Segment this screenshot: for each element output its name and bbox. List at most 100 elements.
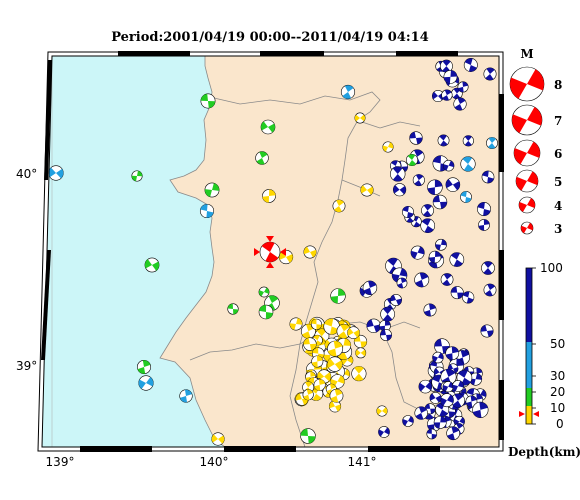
event-194 (460, 191, 472, 203)
depth-tick-20: 20 (550, 385, 565, 399)
magnitude-legend-value-8: 8 (554, 78, 562, 92)
main-event-marker[interactable] (254, 236, 286, 268)
event-129 (427, 179, 443, 195)
magnitude-legend-value-5: 5 (554, 175, 562, 189)
event-179 (332, 199, 346, 213)
event-150 (420, 218, 436, 234)
event-210 (179, 389, 193, 403)
event-28 (310, 318, 322, 330)
event-145 (462, 135, 474, 147)
event-19 (351, 366, 367, 382)
event-177 (144, 257, 160, 273)
event-208 (137, 360, 151, 374)
event-181 (303, 245, 317, 259)
event-216 (481, 170, 495, 184)
map-title: Period:2001/04/19 00:00--2011/04/19 04:1… (111, 30, 429, 45)
event-193 (432, 194, 448, 210)
magnitude-legend-ball-5 (515, 169, 539, 193)
event-196 (478, 219, 490, 231)
event-54 (347, 326, 360, 340)
main-event-pointer-2 (254, 248, 260, 256)
event-200 (390, 294, 402, 306)
main-event-depth-marker-right (533, 411, 539, 417)
event-138 (450, 286, 464, 300)
event-43 (327, 356, 343, 372)
depth-band-mid2 (526, 366, 532, 388)
event-124 (440, 393, 454, 408)
event-185 (227, 303, 239, 315)
event-198 (481, 261, 495, 275)
event-176 (48, 165, 64, 181)
event-153 (393, 183, 407, 197)
event-51 (355, 347, 367, 359)
depth-tick-0: 0 (556, 417, 564, 431)
event-218 (483, 67, 497, 81)
event-68 (302, 389, 314, 401)
depth-band-shallow (526, 406, 532, 424)
event-125 (429, 392, 442, 404)
event-209 (138, 375, 154, 391)
event-162 (443, 69, 458, 84)
event-192 (402, 206, 414, 218)
main-event-pointer-0 (266, 236, 274, 242)
event-187 (289, 317, 303, 331)
event-52 (311, 355, 324, 368)
event-161 (441, 89, 453, 101)
event-206 (340, 84, 356, 100)
event-132 (421, 204, 434, 217)
event-144 (414, 272, 430, 288)
depth-band-mid (526, 342, 532, 366)
event-163 (457, 81, 469, 93)
depth-band-deep (526, 268, 532, 342)
depth-tick-50: 50 (550, 337, 565, 351)
event-164 (366, 318, 381, 334)
event-142 (440, 273, 454, 286)
event-148 (390, 166, 406, 182)
event-217 (486, 137, 498, 149)
magnitude-legend-ball-3 (520, 221, 534, 235)
event-116 (426, 428, 438, 440)
main-event-pointer-3 (280, 248, 286, 256)
lon-tick-140: 140° (200, 455, 229, 469)
event-119 (414, 406, 428, 420)
depth-band-shallow-mid (526, 388, 532, 406)
event-215 (300, 428, 316, 444)
event-186 (258, 304, 274, 320)
magnitude-legend: M 8 7 6 5 4 3 (509, 47, 562, 236)
event-61 (313, 378, 326, 391)
magnitude-legend-ball-6 (513, 139, 541, 167)
magnitude-legend-ball-8 (509, 66, 545, 102)
depth-tick-10: 10 (550, 401, 565, 415)
event-214 (211, 432, 225, 446)
magnitude-legend-value-7: 7 (554, 114, 562, 128)
event-197 (428, 250, 442, 264)
main-event-pointer-1 (266, 262, 274, 268)
lat-tick-40: 40° (16, 167, 37, 181)
event-122 (433, 415, 447, 429)
magnitude-legend-value-4: 4 (554, 199, 562, 213)
event-202 (423, 303, 437, 317)
event-204 (480, 324, 494, 338)
event-99 (465, 395, 478, 408)
event-126 (452, 380, 464, 393)
magnitude-legend-value-6: 6 (554, 147, 562, 161)
event-191 (409, 131, 423, 145)
event-178 (262, 189, 276, 203)
event-133 (412, 174, 425, 187)
depth-scale-label: Depth(km) (508, 445, 580, 459)
event-219 (453, 97, 467, 111)
event-130 (449, 252, 465, 267)
event-190 (405, 153, 419, 167)
event-213 (402, 415, 414, 427)
event-211 (376, 405, 388, 417)
main-event-beachball (259, 241, 281, 263)
map-frame (37, 51, 504, 452)
lon-tick-141: 141° (348, 455, 377, 469)
event-141 (435, 238, 447, 251)
lat-tick-labels: 40° 39° (16, 167, 37, 373)
event-110 (445, 346, 460, 361)
lat-tick-39: 39° (16, 359, 37, 373)
event-188 (330, 288, 346, 304)
event-170 (200, 93, 216, 109)
